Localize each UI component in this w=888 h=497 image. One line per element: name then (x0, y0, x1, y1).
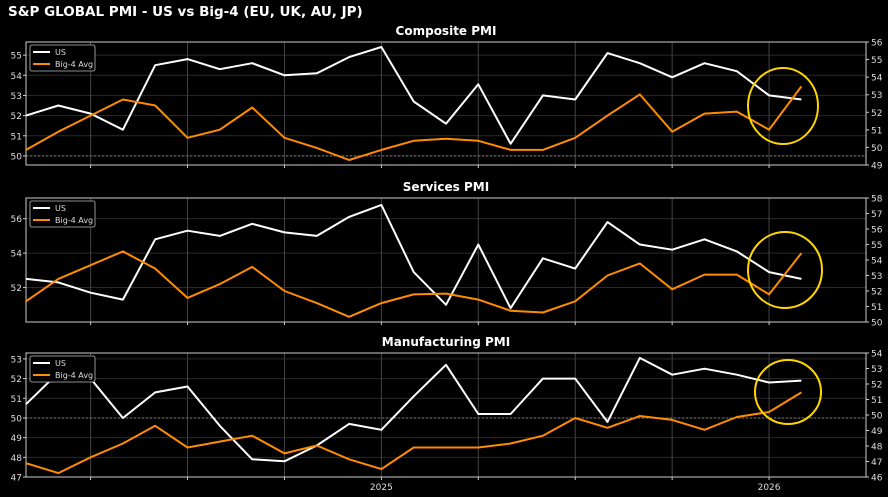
panel-services-pmi: Services PMI 52 54 56 50 51 52 53 54 55 56 57 58 US Bi… (11, 180, 883, 329)
y-tick-label: 47 (11, 474, 22, 484)
highlight-circle (747, 67, 819, 145)
y2-tick-label: 51 (871, 303, 882, 313)
y2-tick-label: 50 (871, 412, 883, 422)
legend-label: US (55, 204, 66, 213)
x-tick-label: 2026 (758, 483, 781, 493)
legend: US Big-4 Avg (29, 44, 96, 72)
y-tick-label: 48 (11, 454, 23, 464)
y2-tick-label: 53 (871, 272, 882, 282)
y-tick-label: 53 (11, 92, 22, 102)
y2-tick-label: 54 (871, 350, 883, 360)
legend: US Big-4 Avg (29, 355, 96, 383)
y2-tick-label: 52 (871, 288, 882, 298)
series-line-big4-avg (25, 391, 802, 475)
y-tick-label: 51 (11, 395, 22, 405)
y-tick-label: 56 (11, 215, 23, 225)
series-line-us (25, 356, 802, 463)
x-tick-label: 2025 (370, 483, 393, 493)
y-tick-label: 52 (11, 112, 22, 122)
y2-tick-label: 54 (871, 74, 883, 84)
y2-tick-label: 46 (871, 474, 883, 484)
y2-tick-label: 56 (871, 226, 883, 236)
y2-tick-label: 58 (871, 195, 883, 205)
y-tick-label: 54 (11, 72, 23, 82)
highlight-circle (754, 359, 822, 425)
chart-title: S&P GLOBAL PMI - US vs Big-4 (EU, UK, AU… (8, 4, 363, 20)
panel-title: Manufacturing PMI (382, 335, 510, 349)
legend-label: US (55, 48, 66, 57)
panel-composite-pmi: Composite PMI 50 51 52 53 54 55 49 50 51 52 53 54 55 5… (11, 24, 883, 172)
y2-tick-label: 49 (871, 427, 883, 437)
y2-tick-label: 55 (871, 56, 882, 66)
legend-label: Big-4 Avg (55, 371, 93, 380)
y-tick-label: 51 (11, 132, 22, 142)
y2-tick-label: 48 (871, 443, 883, 453)
series-line-big4-avg (25, 250, 803, 318)
legend-label: Big-4 Avg (55, 216, 93, 225)
legend-label: Big-4 Avg (55, 60, 93, 69)
y2-tick-label: 56 (871, 39, 883, 49)
y2-tick-label: 55 (871, 241, 882, 251)
y-tick-label: 52 (11, 284, 22, 294)
series-line-big4-avg (25, 85, 803, 161)
plot-frame (25, 197, 867, 323)
y-tick-label: 50 (11, 152, 23, 162)
series-line-us (25, 46, 802, 145)
y2-tick-label: 47 (871, 458, 882, 468)
legend: US Big-4 Avg (29, 200, 96, 228)
y2-tick-label: 50 (871, 319, 883, 329)
y-tick-label: 53 (11, 355, 22, 365)
y-tick-label: 55 (11, 52, 22, 62)
y-tick-label: 49 (11, 434, 23, 444)
y-tick-label: 52 (11, 375, 22, 385)
y2-tick-label: 52 (871, 109, 882, 119)
y2-tick-label: 51 (871, 126, 882, 136)
highlight-circle (747, 231, 823, 309)
plot-frame (25, 352, 867, 478)
panel-title: Composite PMI (396, 24, 497, 38)
y-tick-label: 50 (11, 414, 23, 424)
y2-tick-label: 54 (871, 257, 883, 267)
y-tick-label: 54 (11, 250, 23, 260)
series-line-us (25, 203, 802, 310)
panel-title: Services PMI (403, 180, 489, 194)
legend-label: US (55, 359, 66, 368)
y2-tick-label: 53 (871, 365, 882, 375)
plot-frame (25, 41, 867, 166)
y2-tick-label: 57 (871, 210, 882, 220)
panel-manufacturing-pmi: Manufacturing PMI 47 48 49 50 51 52 53 46 47 48 49 5… (11, 335, 883, 493)
y2-tick-label: 53 (871, 91, 882, 101)
y2-tick-label: 52 (871, 381, 882, 391)
y2-tick-label: 50 (871, 144, 883, 154)
y2-tick-label: 51 (871, 396, 882, 406)
y2-tick-label: 49 (871, 162, 883, 172)
